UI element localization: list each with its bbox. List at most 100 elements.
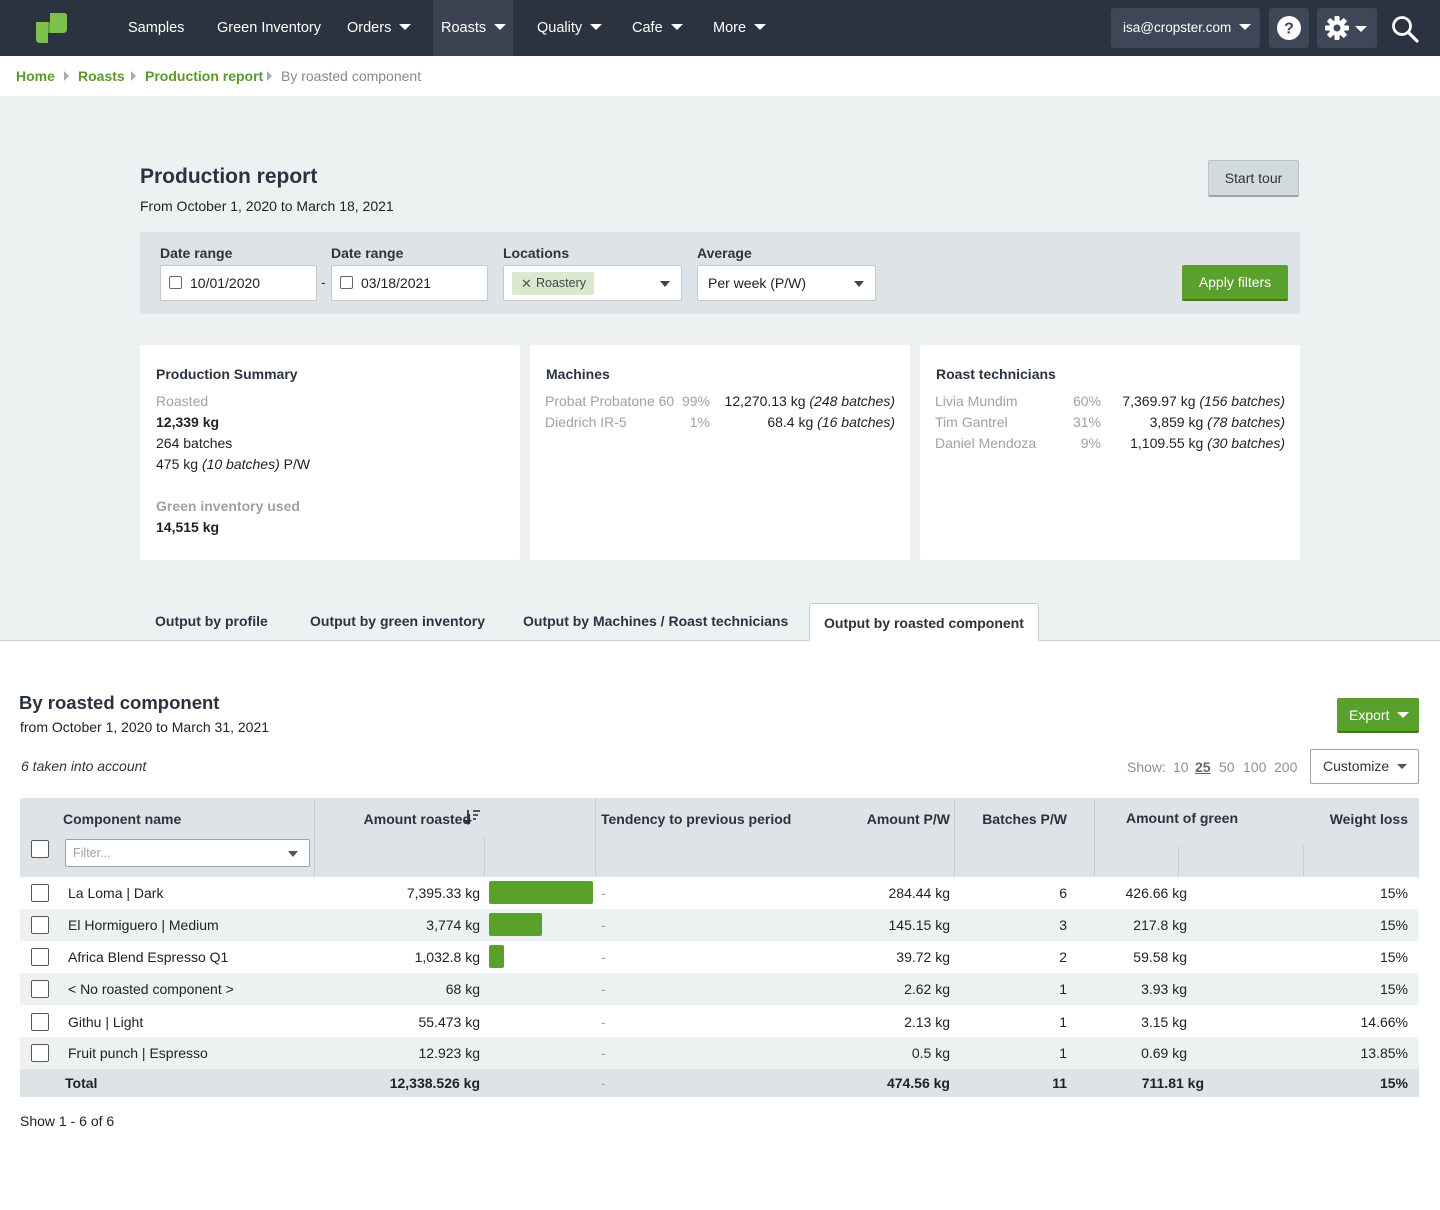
roast-technicians-card: Roast technicians Livia Mundim 60% 7,369… bbox=[920, 345, 1300, 560]
table-row[interactable]: Africa Blend Espresso Q1 1,032.8 kg - 39.72… bbox=[20, 941, 1419, 973]
row-checkbox[interactable] bbox=[31, 884, 49, 902]
tab-output-by-profile[interactable]: Output by profile bbox=[155, 613, 268, 629]
tab-output-by-green-inventory[interactable]: Output by green inventory bbox=[310, 613, 486, 629]
machines-card: Machines Probat Probatone 60 99% 12,270.… bbox=[530, 345, 910, 560]
table-row[interactable]: El Hormiguero | Medium 3,774 kg - 145.15 kg… bbox=[20, 909, 1419, 941]
row-checkbox[interactable] bbox=[31, 916, 49, 934]
column-component-name[interactable]: Component name bbox=[63, 811, 182, 827]
row-checkbox[interactable] bbox=[31, 948, 49, 966]
date-to-label: Date range bbox=[331, 245, 404, 261]
amount-of-green: 0.69 kg bbox=[1141, 1045, 1187, 1061]
nav-quality[interactable]: Quality bbox=[537, 0, 603, 56]
nav-roasts[interactable]: Roasts bbox=[433, 0, 513, 56]
nav-orders[interactable]: Orders bbox=[347, 0, 412, 56]
location-chip-label: Roastery bbox=[536, 276, 587, 290]
average-select[interactable]: Per week (P/W) bbox=[697, 265, 876, 301]
column-batches-pw[interactable]: Batches P/W bbox=[982, 811, 1067, 827]
row-checkbox[interactable] bbox=[31, 1013, 49, 1031]
chevron-down-icon bbox=[494, 24, 507, 31]
component-filter-input[interactable]: Filter... bbox=[65, 839, 310, 867]
tab-output-by-machines[interactable]: Output by Machines / Roast technicians bbox=[523, 613, 789, 629]
nav-more[interactable]: More bbox=[713, 0, 767, 56]
date-from-value: 10/01/2020 bbox=[190, 275, 261, 291]
locations-label: Locations bbox=[503, 245, 570, 261]
production-summary-card: Production Summary Roasted 12,339 kg 264… bbox=[140, 345, 520, 560]
column-amount-of-green[interactable]: Amount of green bbox=[1126, 810, 1238, 826]
breadcrumb-home[interactable]: Home bbox=[16, 68, 55, 84]
table-row[interactable]: Githu | Light 55.473 kg - 2.13 kg 1 3.15 kg 14… bbox=[20, 1006, 1419, 1038]
green-used-kg: 14,515 kg bbox=[156, 519, 220, 535]
help-button[interactable]: ? bbox=[1269, 8, 1309, 48]
chevron-down-icon bbox=[660, 281, 670, 287]
settings-button[interactable] bbox=[1317, 8, 1377, 48]
green-used-label: Green inventory used bbox=[156, 498, 300, 514]
close-icon[interactable]: ✕ bbox=[521, 276, 532, 291]
amount-roasted: 68 kg bbox=[445, 981, 480, 997]
column-weight-loss[interactable]: Weight loss bbox=[1329, 811, 1408, 827]
section-subtitle: from October 1, 2020 to March 31, 2021 bbox=[20, 719, 270, 735]
filter-placeholder: Filter... bbox=[73, 846, 111, 860]
column-amount-pw[interactable]: Amount P/W bbox=[866, 811, 950, 827]
nav-cafe[interactable]: Cafe bbox=[632, 0, 683, 56]
amount-roasted: 55.473 kg bbox=[418, 1014, 481, 1030]
table-row[interactable]: La Loma | Dark 7,395.33 kg - 284.44 kg 6 426.… bbox=[20, 877, 1419, 909]
average-value: Per week (P/W) bbox=[708, 275, 807, 291]
tab-output-by-roasted-component[interactable]: Output by roasted component bbox=[809, 603, 1039, 641]
select-all-checkbox[interactable] bbox=[31, 840, 49, 858]
table-row[interactable]: < No roasted component > 68 kg - 2.62 kg 1 3.… bbox=[20, 973, 1419, 1005]
page-size-option-10[interactable]: 10 bbox=[1173, 759, 1189, 775]
weight-loss: 13.85% bbox=[1360, 1045, 1408, 1061]
batches-pw: 1 bbox=[1059, 981, 1067, 997]
breadcrumb-roasts[interactable]: Roasts bbox=[78, 68, 125, 84]
machine-name: Diedrich IR-5 bbox=[545, 414, 627, 430]
page-size-option-100[interactable]: 100 bbox=[1243, 759, 1267, 775]
component-name[interactable]: Fruit punch | Espresso bbox=[68, 1045, 208, 1061]
breadcrumb-production-report[interactable]: Production report bbox=[145, 68, 264, 84]
card-title: Roast technicians bbox=[936, 366, 1056, 382]
machine-name: Probat Probatone 60 bbox=[545, 393, 675, 409]
search-icon[interactable] bbox=[1390, 14, 1420, 44]
date-to-input[interactable]: 03/18/2021 bbox=[331, 265, 488, 301]
row-checkbox[interactable] bbox=[31, 980, 49, 998]
apply-filters-button[interactable]: Apply filters bbox=[1182, 265, 1288, 301]
customize-button[interactable]: Customize bbox=[1310, 749, 1419, 784]
breadcrumb: Home Roasts Production report By roasted… bbox=[0, 56, 1440, 96]
technician-amount: 3,859 kg (78 batches) bbox=[1149, 414, 1285, 430]
page-size-option-50[interactable]: 50 bbox=[1219, 759, 1235, 775]
locations-select[interactable]: ✕ Roastery bbox=[503, 265, 682, 301]
chevron-down-icon bbox=[754, 24, 767, 31]
total-label: Total bbox=[65, 1075, 98, 1091]
sort-descending-icon[interactable] bbox=[463, 809, 481, 827]
date-from-input[interactable]: 10/01/2020 bbox=[160, 265, 317, 301]
component-name[interactable]: < No roasted component > bbox=[68, 981, 234, 997]
column-amount-roasted[interactable]: Amount roasted bbox=[363, 811, 471, 827]
component-name[interactable]: La Loma | Dark bbox=[68, 885, 164, 901]
calendar-icon bbox=[340, 276, 353, 289]
machine-pct: 99% bbox=[681, 393, 710, 409]
page-title: Production report bbox=[140, 165, 318, 188]
component-name[interactable]: El Hormiguero | Medium bbox=[68, 917, 219, 933]
component-name[interactable]: Githu | Light bbox=[68, 1014, 144, 1030]
batches-pw: 1 bbox=[1059, 1014, 1067, 1030]
chevron-down-icon bbox=[670, 24, 683, 31]
column-tendency[interactable]: Tendency to previous period bbox=[601, 811, 792, 827]
amount-of-green: 426.66 kg bbox=[1125, 885, 1188, 901]
export-button[interactable]: Export bbox=[1337, 698, 1419, 733]
user-menu-button[interactable]: isa@cropster.com bbox=[1111, 8, 1260, 48]
page-size-option-25[interactable]: 25 bbox=[1195, 759, 1211, 775]
amount-roasted: 1,032.8 kg bbox=[414, 949, 480, 965]
cropster-logo[interactable] bbox=[34, 13, 68, 43]
technician-amount: 7,369.97 kg (156 batches) bbox=[1122, 393, 1285, 409]
table-row[interactable]: Fruit punch | Espresso 12.923 kg - 0.5 kg 1 0… bbox=[20, 1037, 1419, 1069]
page-size-option-200[interactable]: 200 bbox=[1274, 759, 1298, 775]
tendency: - bbox=[601, 885, 606, 901]
amount-pw: 284.44 kg bbox=[888, 885, 951, 901]
tendency: - bbox=[601, 917, 606, 933]
start-tour-button[interactable]: Start tour bbox=[1208, 160, 1299, 197]
nav-samples[interactable]: Samples bbox=[128, 20, 185, 36]
nav-green-inventory[interactable]: Green Inventory bbox=[217, 20, 321, 36]
component-name[interactable]: Africa Blend Espresso Q1 bbox=[68, 949, 229, 965]
machine-amount: 68.4 kg (16 batches) bbox=[767, 414, 895, 430]
table-total-row: Total 12,338.526 kg - 474.56 kg 11 711.8… bbox=[20, 1069, 1419, 1097]
row-checkbox[interactable] bbox=[31, 1044, 49, 1062]
